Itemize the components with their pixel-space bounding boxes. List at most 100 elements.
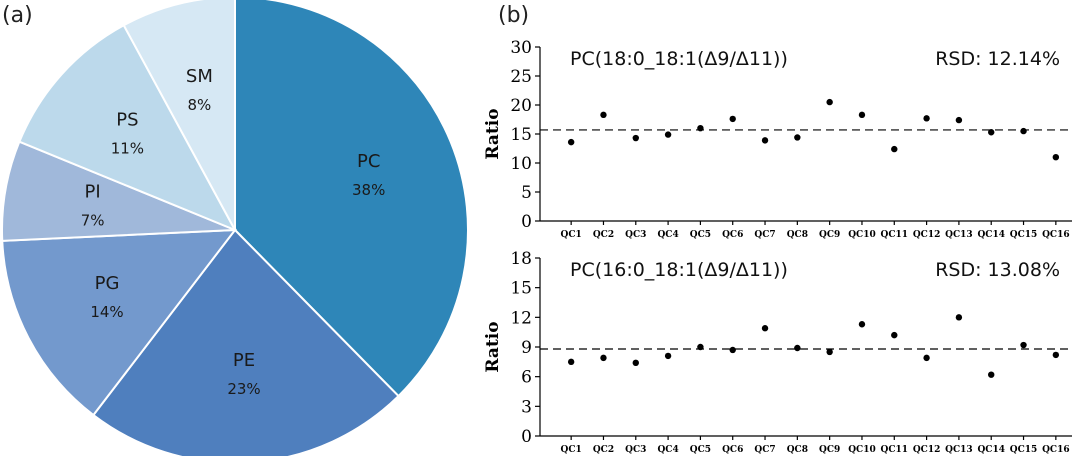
pie-pct-sm: 8% <box>188 96 212 114</box>
scatter-bottom-ytick-label: 12 <box>510 308 532 328</box>
scatter-top-point <box>761 137 769 144</box>
scatter-top-point <box>858 111 866 119</box>
pie-slice-pe <box>91 228 400 456</box>
scatter-bottom-point <box>632 359 639 367</box>
pie-slice-sm <box>122 0 236 231</box>
scatter-bottom-point <box>988 371 995 378</box>
scatter-bottom-ytick-label: 3 <box>521 397 532 417</box>
scatter-bottom-xtick-label: QC13 <box>945 445 973 455</box>
scatter-bottom-point <box>955 314 963 321</box>
scatter-bottom-point <box>891 331 898 339</box>
scatter-top-xtick-label: QC3 <box>625 230 646 240</box>
scatter-bottom-xtick-label: QC14 <box>977 445 1005 455</box>
pie-label-ps: PS <box>116 110 138 131</box>
pie-pct-pe: 23% <box>227 380 260 398</box>
scatter-top-xtick-label: QC8 <box>787 230 808 240</box>
scatter-top-xtick-label: QC2 <box>593 230 614 240</box>
scatter-top-point <box>826 98 833 106</box>
pie-label-pg: PG <box>95 273 120 294</box>
pie-pct-pi: 7% <box>81 211 105 229</box>
scatter-bottom-point <box>567 358 575 366</box>
scatter-top-ytick-label: 30 <box>510 38 532 58</box>
scatter-top-point <box>1020 127 1027 135</box>
scatter-top-point <box>794 134 801 141</box>
scatter-top-xtick-label: QC9 <box>819 230 840 240</box>
pie-pct-ps: 11% <box>111 140 144 158</box>
scatter-top-xtick-label: QC6 <box>722 230 743 240</box>
scatter-top-point <box>697 125 704 132</box>
scatter-bottom-xtick-label: QC2 <box>593 445 614 455</box>
pie-pct-pc: 38% <box>352 181 385 199</box>
scatter-top-point <box>567 138 575 146</box>
scatter-top-ytick-label: 5 <box>521 183 532 203</box>
scatter-top-point <box>891 145 898 153</box>
scatter-bottom-xtick-label: QC1 <box>561 445 582 455</box>
scatter-bottom-point <box>697 343 704 351</box>
scatter-bottom-point <box>761 325 769 332</box>
scatter-bottom-point <box>729 346 736 354</box>
scatter-bottom-point <box>923 354 930 362</box>
scatter-bottom-title: PC(16:0_18:1(Δ9/Δ11)) <box>570 259 788 281</box>
scatter-bottom-ytick-label: 18 <box>510 249 532 269</box>
scatter-top-rsd: RSD: 12.14% <box>935 48 1060 70</box>
pie-label-sm: SM <box>186 66 213 87</box>
scatter-bottom-point <box>664 352 672 360</box>
pie-slice-pc <box>234 0 469 398</box>
panel-label-b: (b) <box>498 3 529 28</box>
scatter-top-point <box>632 134 639 142</box>
scatter-top-xtick-label: QC7 <box>754 230 775 240</box>
pie-slice-ps <box>18 23 238 232</box>
scatter-top-point <box>600 111 607 119</box>
scatter-top-xtick-label: QC11 <box>881 230 909 240</box>
pie-chart: PC 38% PE 23% PG 14% PI 7% PS 11% SM 8% <box>1 0 469 456</box>
pie-label-pi: PI <box>85 181 101 202</box>
scatter-top-point <box>955 116 963 124</box>
scatter-bottom-xtick-label: QC4 <box>657 445 678 455</box>
scatter-chart-top: 0 5 10 15 20 25 30 QC1 QC2 QC3 QC4 QC5 QC6 QC7 QC8 QC9 Q… <box>483 38 1072 240</box>
scatter-top-xtick-label: QC10 <box>848 230 876 240</box>
scatter-top-ytick-label: 25 <box>510 67 532 87</box>
scatter-bottom-point <box>1052 351 1060 359</box>
scatter-bottom-ytick-label: 6 <box>521 368 532 388</box>
scatter-bottom-ytick-label: 15 <box>510 279 532 299</box>
scatter-chart-bottom: 0 3 6 9 12 15 18 QC1 QC2 QC3 QC4 QC5 QC6 QC7 QC8 QC9 QC1… <box>483 249 1072 455</box>
scatter-bottom-xtick-label: QC9 <box>819 445 840 455</box>
scatter-top-ylabel: Ratio <box>483 108 503 159</box>
scatter-top-point <box>729 115 736 123</box>
scatter-bottom-rsd: RSD: 13.08% <box>935 259 1060 281</box>
scatter-bottom-point <box>858 321 866 328</box>
scatter-bottom-point <box>600 354 607 362</box>
scatter-bottom-point <box>1020 341 1027 349</box>
scatter-top-point <box>664 131 672 138</box>
scatter-bottom-xtick-label: QC5 <box>690 445 711 455</box>
scatter-top-xtick-label: QC12 <box>913 230 941 240</box>
scatter-top-xtick-label: QC13 <box>945 230 973 240</box>
pie-slice-pg <box>1 228 238 417</box>
panel-label-a: (a) <box>2 3 33 28</box>
pie-pct-pg: 14% <box>90 303 123 321</box>
scatter-top-ytick-label: 20 <box>510 96 532 116</box>
scatter-top-xtick-label: QC16 <box>1042 230 1070 240</box>
scatter-top-xtick-label: QC4 <box>657 230 678 240</box>
scatter-bottom-xtick-label: QC7 <box>754 445 775 455</box>
scatter-bottom-xtick-label: QC10 <box>848 445 876 455</box>
scatter-top-xtick-label: QC14 <box>977 230 1005 240</box>
scatter-bottom-point <box>794 344 801 352</box>
scatter-bottom-xtick-label: QC16 <box>1042 445 1070 455</box>
scatter-bottom-point <box>826 348 833 356</box>
scatter-top-ytick-label: 10 <box>510 154 532 174</box>
scatter-bottom-xtick-label: QC15 <box>1010 445 1038 455</box>
scatter-bottom-xtick-label: QC3 <box>625 445 646 455</box>
scatter-bottom-xtick-label: QC11 <box>881 445 909 455</box>
scatter-bottom-ytick-label: 9 <box>521 338 532 358</box>
pie-label-pe: PE <box>233 350 255 371</box>
scatter-bottom-ylabel: Ratio <box>483 321 503 372</box>
scatter-bottom-ytick-label: 0 <box>521 427 532 447</box>
scatter-top-ytick-label: 0 <box>521 212 532 232</box>
scatter-top-xtick-label: QC1 <box>561 230 582 240</box>
scatter-top-title: PC(18:0_18:1(Δ9/Δ11)) <box>570 48 788 70</box>
scatter-bottom-xtick-label: QC12 <box>913 445 941 455</box>
scatter-top-ytick-label: 15 <box>510 125 532 145</box>
scatter-top-xtick-label: QC5 <box>690 230 711 240</box>
